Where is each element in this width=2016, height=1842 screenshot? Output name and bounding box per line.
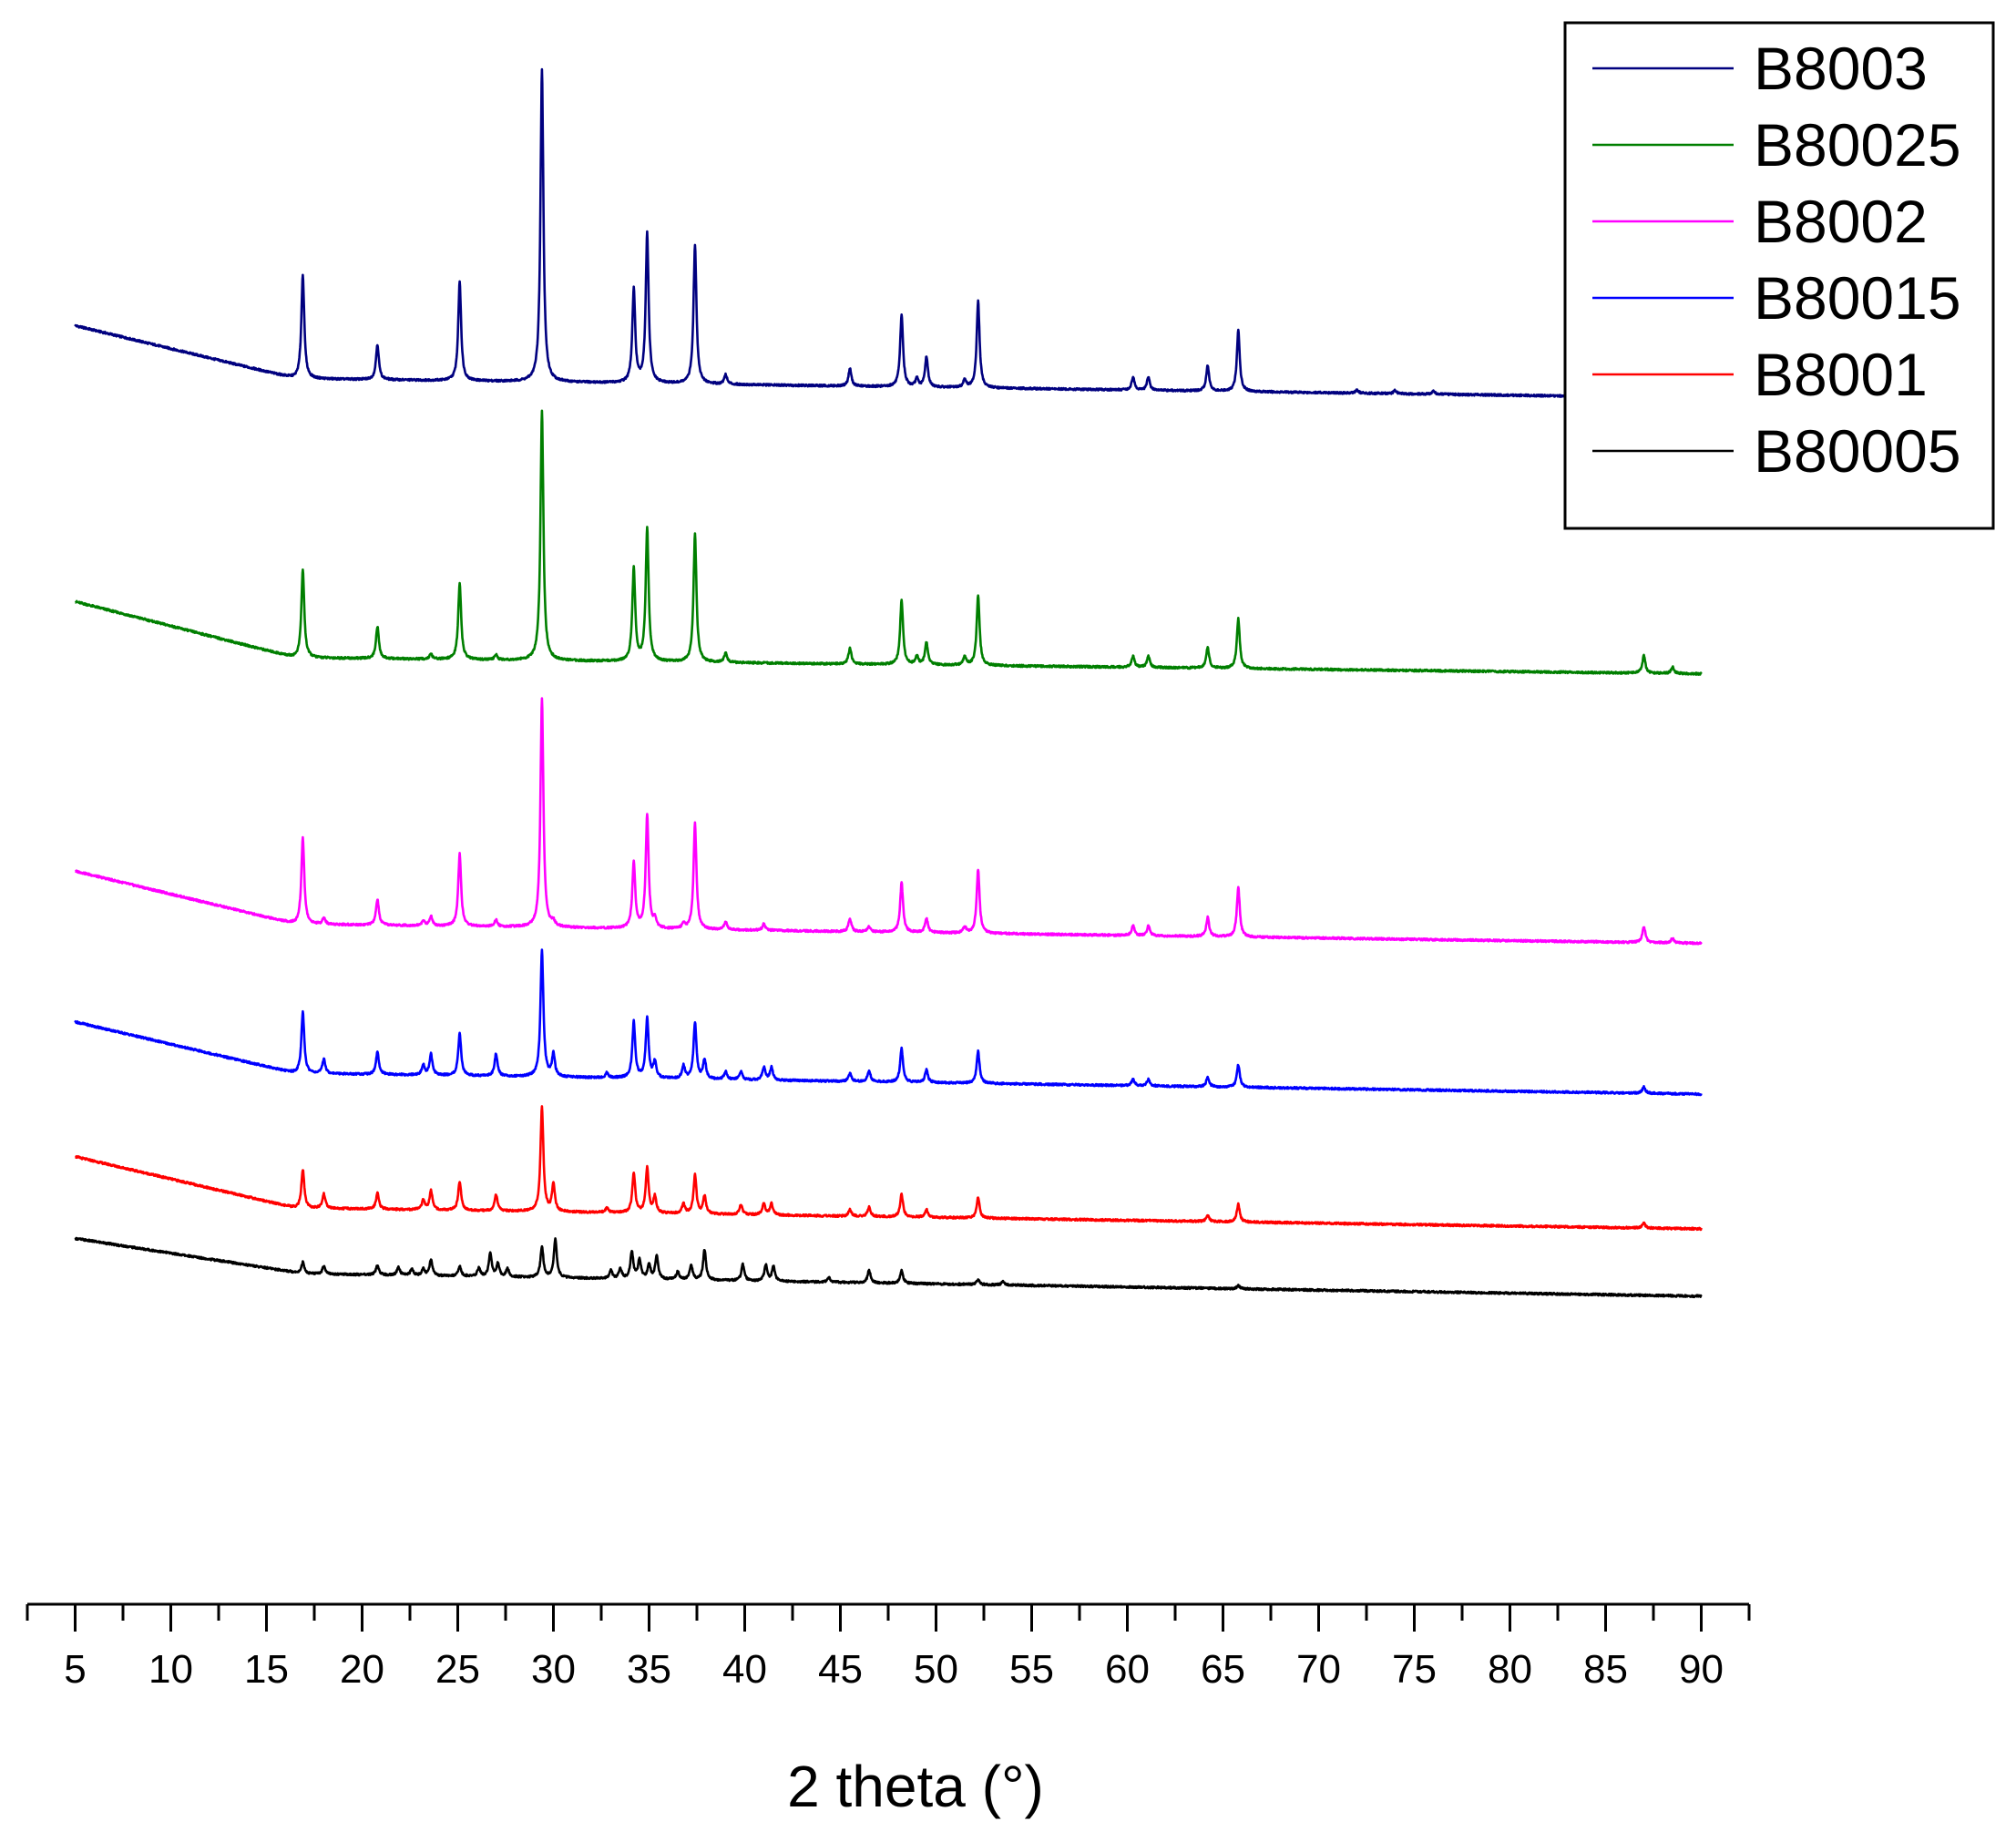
x-tick-label-15: 15 — [244, 1647, 289, 1692]
series-line-b8001 — [74, 1105, 1703, 1232]
x-tick-label-60: 60 — [1105, 1647, 1150, 1692]
series-line-b80025 — [74, 409, 1703, 676]
series-line-b80015 — [74, 948, 1703, 1097]
legend-label-b80015: B80015 — [1754, 264, 1961, 332]
x-tick-label-80: 80 — [1488, 1647, 1532, 1692]
series-line-b80005 — [74, 1236, 1703, 1299]
series-layer — [74, 67, 1703, 1299]
x-tick-label-65: 65 — [1201, 1647, 1245, 1692]
legend-label-b80005: B80005 — [1754, 417, 1961, 485]
legend: B8003 B80025 B8002 B80015 B8001 B80005 — [1563, 21, 1995, 530]
x-tick-label-50: 50 — [914, 1647, 958, 1692]
x-tick-label-40: 40 — [722, 1647, 767, 1692]
x-tick-label-90: 90 — [1679, 1647, 1724, 1692]
x-tick-label-5: 5 — [64, 1647, 86, 1692]
x-tick-label-75: 75 — [1392, 1647, 1437, 1692]
legend-label-b8001: B8001 — [1754, 341, 1928, 408]
legend-label-b8002: B8002 — [1754, 188, 1928, 255]
x-tick-label-35: 35 — [627, 1647, 671, 1692]
x-tick-label-70: 70 — [1296, 1647, 1341, 1692]
x-tick-label-30: 30 — [531, 1647, 576, 1692]
series-line-b8003 — [74, 67, 1703, 400]
x-tick-label-55: 55 — [1009, 1647, 1054, 1692]
x-tick-label-85: 85 — [1583, 1647, 1628, 1692]
x-tick-label-25: 25 — [435, 1647, 480, 1692]
legend-label-b80025: B80025 — [1754, 111, 1961, 179]
x-axis: 5 10 15 20 25 30 35 40 45 50 55 60 65 70 75 80 85 90 — [26, 1602, 1751, 1692]
x-tick-label-45: 45 — [818, 1647, 863, 1692]
series-line-b8002 — [74, 697, 1703, 946]
x-axis-title: 2 theta (°) — [787, 1754, 1044, 1819]
legend-box — [1563, 21, 1995, 530]
x-tick-label-10: 10 — [148, 1647, 193, 1692]
x-tick-label-20: 20 — [340, 1647, 384, 1692]
legend-label-b8003: B8003 — [1754, 35, 1928, 102]
